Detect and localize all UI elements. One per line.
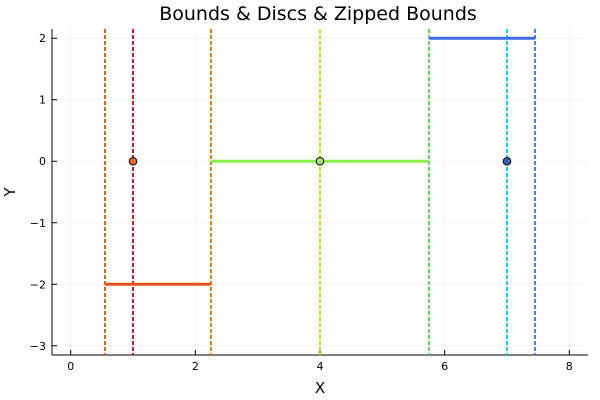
x-tick-label: 0 <box>67 360 74 373</box>
x-tick-label: 2 <box>192 360 199 373</box>
y-tick-label: 0 <box>39 155 46 168</box>
x-tick-label: 6 <box>441 360 448 373</box>
data-point <box>502 156 512 166</box>
axis-layer: 0 2 4 6 8 −3 −2 −1 0 1 2 <box>30 29 588 373</box>
y-tick-label: −3 <box>30 340 46 353</box>
chart-title: Bounds & Discs & Zipped Bounds <box>159 3 477 25</box>
y-tick-label: 1 <box>39 94 46 107</box>
x-axis-label: X <box>315 379 325 397</box>
y-tick-label: 2 <box>39 32 46 45</box>
y-axis-label: Y <box>1 187 19 198</box>
data-point <box>128 156 138 166</box>
point-layer <box>128 156 512 166</box>
x-tick-label: 4 <box>317 360 324 373</box>
y-tick-label: −2 <box>30 278 46 291</box>
y-tick-label: −1 <box>30 217 46 230</box>
data-point <box>315 156 325 166</box>
vline-layer <box>103 29 537 355</box>
x-tick-label: 8 <box>566 360 573 373</box>
